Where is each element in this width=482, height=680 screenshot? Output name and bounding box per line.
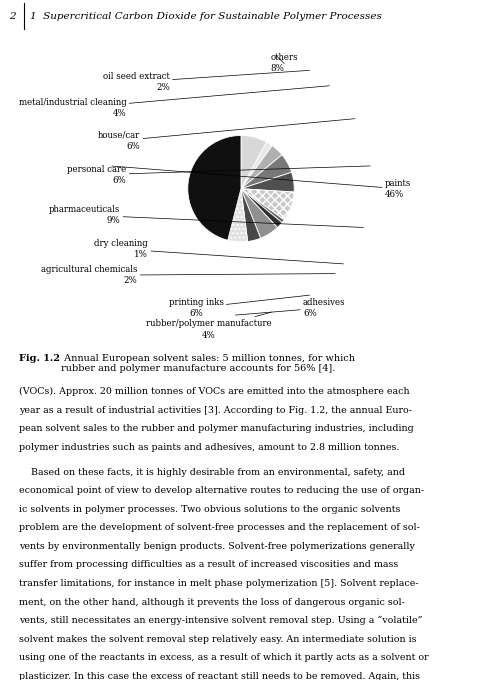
Text: problem are the development of solvent-free processes and the replacement of sol: problem are the development of solvent-f… xyxy=(19,524,420,532)
Text: suffer from processing difficulties as a result of increased viscosities and mas: suffer from processing difficulties as a… xyxy=(19,560,399,569)
Text: ment, on the other hand, although it prevents the loss of dangerous organic sol-: ment, on the other hand, although it pre… xyxy=(19,598,405,607)
Wedge shape xyxy=(241,189,284,222)
Wedge shape xyxy=(241,142,272,189)
Text: plasticizer. In this case the excess of reactant still needs to be removed. Agai: plasticizer. In this case the excess of … xyxy=(19,672,420,680)
Text: vents, still necessitates an energy-intensive solvent removal step. Using a “vol: vents, still necessitates an energy-inte… xyxy=(19,616,423,626)
Text: others
8%: others 8% xyxy=(270,53,298,73)
Text: solvent makes the solvent removal step relatively easy. An intermediate solution: solvent makes the solvent removal step r… xyxy=(19,634,417,644)
Text: vents by environmentally benign products. Solvent-free polymerizations generally: vents by environmentally benign products… xyxy=(19,542,415,551)
Text: pean solvent sales to the rubber and polymer manufacturing industries, including: pean solvent sales to the rubber and pol… xyxy=(19,424,414,433)
Wedge shape xyxy=(241,189,261,241)
Text: adhesives
6%: adhesives 6% xyxy=(235,298,346,318)
Wedge shape xyxy=(241,189,278,238)
Wedge shape xyxy=(241,189,294,220)
Wedge shape xyxy=(241,146,282,189)
Text: transfer limitations, for instance in melt phase polymerization [5]. Solvent rep: transfer limitations, for instance in me… xyxy=(19,579,419,588)
Text: using one of the reactants in excess, as a result of which it partly acts as a s: using one of the reactants in excess, as… xyxy=(19,653,429,662)
Wedge shape xyxy=(241,172,294,192)
Text: polymer industries such as paints and adhesives, amount to 2.8 million tonnes.: polymer industries such as paints and ad… xyxy=(19,443,400,452)
Wedge shape xyxy=(241,155,292,189)
Text: ic solvents in polymer processes. Two obvious solutions to the organic solvents: ic solvents in polymer processes. Two ob… xyxy=(19,505,401,514)
Text: year as a result of industrial activities [3]. According to Fig. 1.2, the annual: year as a result of industrial activitie… xyxy=(19,405,412,415)
Text: oil seed extract
2%: oil seed extract 2% xyxy=(103,70,309,92)
Text: metal/industrial cleaning
4%: metal/industrial cleaning 4% xyxy=(19,86,329,118)
Text: (VOCs). Approx. 20 million tonnes of VOCs are emitted into the atmosphere each: (VOCs). Approx. 20 million tonnes of VOC… xyxy=(19,387,410,396)
Text: Based on these facts, it is highly desirable from an environmental, safety, and: Based on these facts, it is highly desir… xyxy=(19,468,405,477)
Wedge shape xyxy=(241,135,267,189)
Text: house/car
6%: house/car 6% xyxy=(98,119,355,151)
Text: dry cleaning
1%: dry cleaning 1% xyxy=(94,239,343,264)
Text: 2: 2 xyxy=(9,12,15,22)
Text: agricultural chemicals
2%: agricultural chemicals 2% xyxy=(41,265,335,286)
Text: printing inks
6%: printing inks 6% xyxy=(169,295,309,318)
Text: rubber/polymer manufacture
4%: rubber/polymer manufacture 4% xyxy=(146,312,271,339)
Wedge shape xyxy=(228,189,248,242)
Text: economical point of view to develop alternative routes to reducing the use of or: economical point of view to develop alte… xyxy=(19,486,425,495)
Text: Annual European solvent sales: 5 million tonnes, for which
rubber and polymer ma: Annual European solvent sales: 5 million… xyxy=(61,354,355,373)
Wedge shape xyxy=(241,189,282,228)
Text: paints
46%: paints 46% xyxy=(112,166,411,199)
Text: 1  Supercritical Carbon Dioxide for Sustainable Polymer Processes: 1 Supercritical Carbon Dioxide for Susta… xyxy=(30,12,382,22)
Wedge shape xyxy=(188,135,241,240)
Text: personal care
6%: personal care 6% xyxy=(67,165,370,185)
Text: pharmaceuticals
9%: pharmaceuticals 9% xyxy=(49,205,363,227)
Text: Fig. 1.2: Fig. 1.2 xyxy=(19,354,60,362)
